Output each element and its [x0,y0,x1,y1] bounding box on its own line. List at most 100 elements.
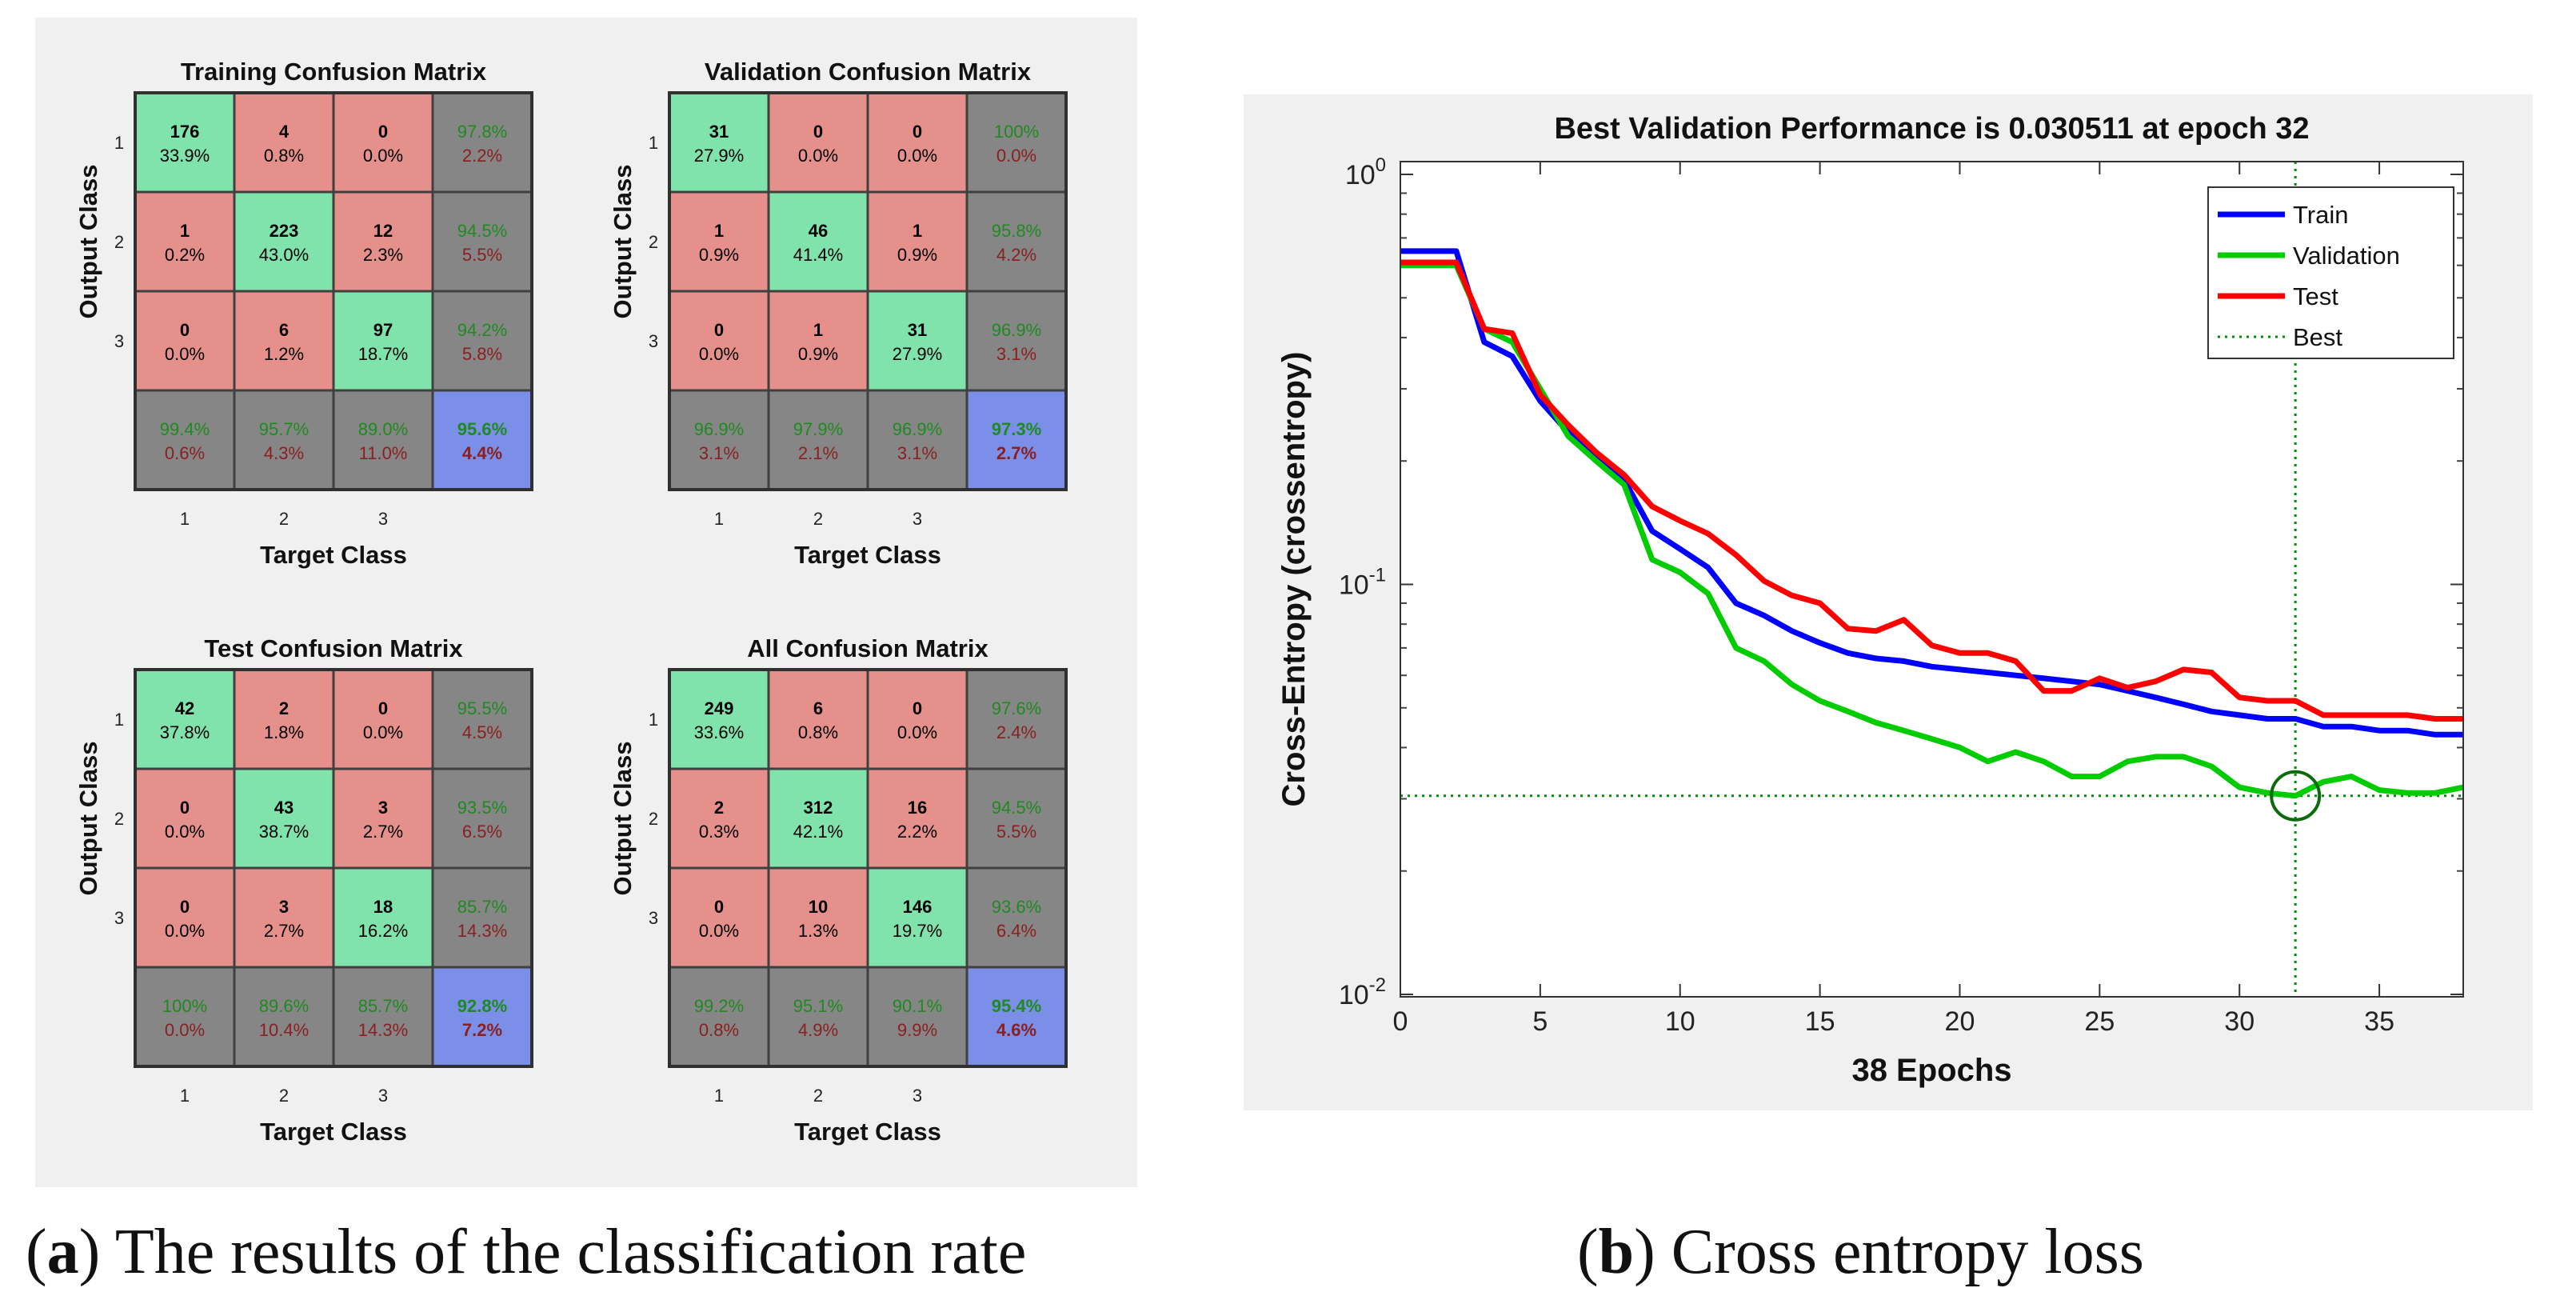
column-class-label: 1 [180,509,190,529]
matrix-cell [233,91,335,194]
cell-value: 0 [714,320,724,340]
matrix-cell [233,389,335,491]
cell-value: 90.1% [893,996,942,1016]
cell-percent: 4.9% [798,1020,838,1040]
matrix-cell [965,91,1068,194]
matrix-cell [233,767,335,870]
cell-value: 93.6% [992,897,1041,917]
cell-percent: 10.4% [259,1020,309,1040]
column-class-label: 2 [813,509,823,529]
matrix-cell [767,767,869,870]
cell-percent: 37.8% [160,722,210,742]
cell-percent: 4.6% [996,1020,1036,1040]
caption-a-letter: a [46,1217,79,1287]
matrix-cell [767,866,869,969]
cell-value: 95.8% [992,221,1041,241]
caption-a-text: The results of the classification rate [114,1217,1027,1287]
y-tick-label: 10-1 [1339,565,1386,601]
matrix-cell [668,389,770,491]
column-class-label: 3 [913,509,922,529]
cell-value: 94.2% [457,320,507,340]
cell-value: 97 [373,320,393,340]
column-class-label: 2 [813,1086,823,1106]
matrix-cell [866,290,968,392]
cell-value: 0 [378,122,388,142]
matrix-cell [866,91,968,194]
cell-value: 0 [378,698,388,718]
cell-percent: 9.9% [897,1020,937,1040]
cell-percent: 0.0% [897,146,937,166]
matrix-title: Training Confusion Matrix [181,58,487,86]
matrix-title: Test Confusion Matrix [204,634,463,662]
matrix-cell [668,767,770,870]
cell-percent: 11.0% [359,443,408,463]
cell-percent: 4.3% [264,443,304,463]
row-class-label: 1 [649,133,658,153]
series-line-validation [1400,262,2464,799]
cell-value: 0 [180,320,190,340]
cell-percent: 7.2% [462,1020,502,1040]
matrix-cell [668,866,770,969]
cell-percent: 5.5% [996,822,1036,842]
cell-value: 85.7% [457,897,507,917]
cell-value: 31 [709,122,729,142]
cell-percent: 0.8% [699,1020,739,1040]
y-axis-label: Output Class [609,165,637,319]
caption-b: (b) Cross entropy loss [1577,1217,2144,1287]
matrix-cell [431,668,533,770]
cell-value: 100% [162,996,207,1016]
matrix-cell [767,91,869,194]
row-class-label: 2 [649,232,658,252]
cell-value: 176 [170,122,200,142]
cell-percent: 1.3% [798,921,838,941]
x-axis-label: Target Class [794,541,941,569]
column-class-label: 1 [714,1086,724,1106]
column-class-label: 2 [279,509,289,529]
cell-percent: 3.1% [897,443,937,463]
cell-value: 1 [180,221,190,241]
cell-percent: 4.2% [996,245,1036,265]
matrix-cell [767,389,869,491]
row-class-label: 2 [649,809,658,829]
cell-value: 93.5% [457,798,507,818]
cell-percent: 2.7% [264,921,304,941]
cell-percent: 14.3% [457,921,507,941]
y-axis-label: Output Class [609,742,637,896]
cell-value: 6 [813,698,823,718]
cell-value: 146 [903,897,933,917]
cell-value: 0 [913,698,922,718]
confusion-matrices-figure: Training Confusion Matrix 176 33.9% 4 0.8% 0 0… [74,58,1068,1146]
caption-a: (a) The results of the classification ra… [26,1217,1027,1287]
cell-value: 0 [180,798,190,818]
cell-percent: 0.0% [699,921,739,941]
cell-value: 0 [813,122,823,142]
cell-value: 96.9% [992,320,1041,340]
matrix-title: All Confusion Matrix [747,634,988,662]
x-tick-label: 0 [1393,1006,1408,1037]
cell-percent: 0.0% [165,921,205,941]
cell-value: 16 [908,798,927,818]
y-tick-label: 100 [1345,154,1386,190]
x-tick-label: 20 [1945,1006,1975,1037]
matrix-cell [332,91,434,194]
cell-percent: 16.2% [358,921,408,941]
loss-chart-panel: 100 10-1 10-2 0 5 10 15 20 25 30 35 Best Validation… [1244,94,2533,1110]
cell-percent: 0.9% [897,245,937,265]
matrix-cell [233,668,335,770]
x-tick-label: 5 [1532,1006,1548,1037]
column-class-label: 2 [279,1086,289,1106]
cell-value: 97.3% [992,419,1041,439]
matrix-cell [668,290,770,392]
cell-value: 94.5% [457,221,507,241]
series-line-train [1400,248,2463,738]
cell-value: 43 [274,798,294,818]
cell-value: 2 [714,798,724,818]
cell-value: 10 [809,897,828,917]
legend-label: Validation [2293,242,2400,270]
cell-value: 12 [373,221,393,241]
cell-percent: 0.0% [897,722,937,742]
matrix-cell [866,668,968,770]
matrix-cell [431,767,533,870]
matrix-cell [332,389,434,491]
row-class-label: 2 [114,232,124,252]
